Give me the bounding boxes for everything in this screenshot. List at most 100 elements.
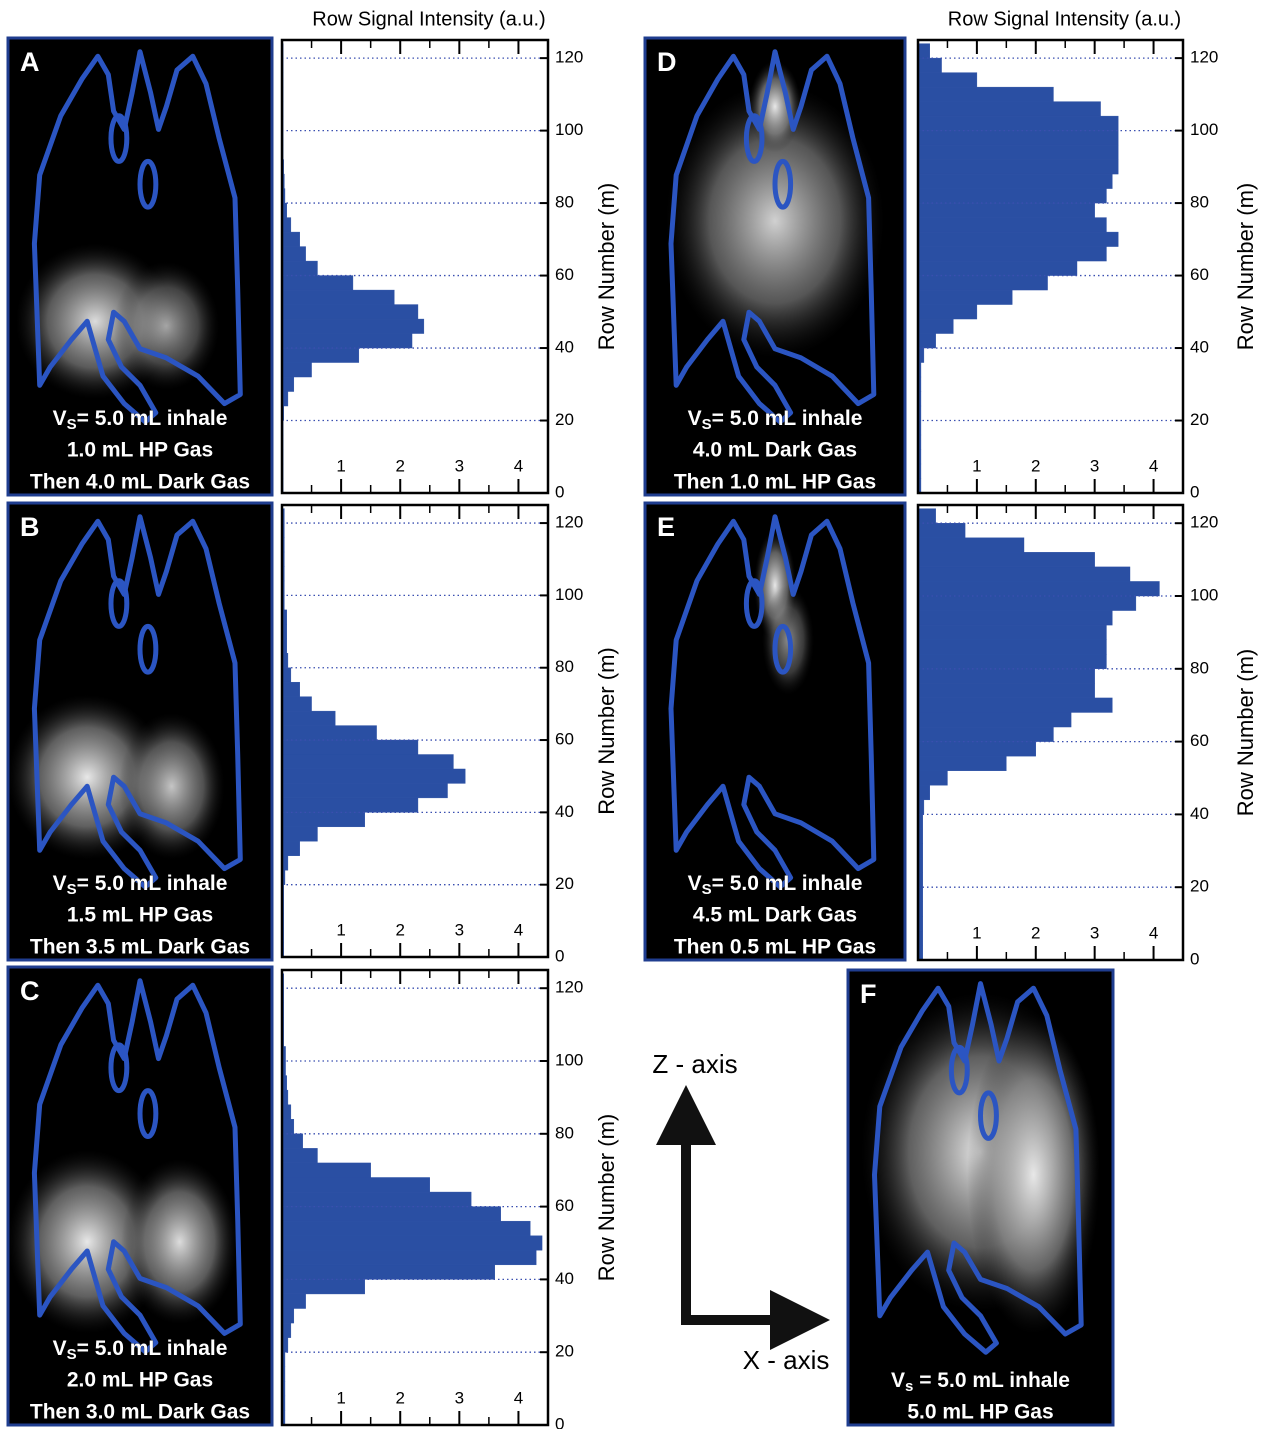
bar — [917, 523, 966, 538]
bar — [281, 217, 292, 233]
bar — [917, 188, 1107, 204]
bar — [917, 712, 1072, 728]
plot-frame — [280, 38, 550, 495]
profile-chart: 0 20 40 60 80 100 120 1 2 3 4 Row Number (m) — [280, 503, 619, 965]
bar — [917, 726, 1054, 742]
caption-line: Then 1.0 mL HP Gas — [674, 471, 876, 494]
y-tick-label: 100 — [1190, 120, 1218, 139]
y-tick-label: 100 — [1190, 585, 1218, 604]
y-tick-label: 40 — [1190, 804, 1209, 823]
caption-line: 1.5 mL HP Gas — [67, 904, 213, 927]
bar — [917, 246, 1107, 262]
bar — [917, 697, 1113, 713]
y-tick-label: 100 — [555, 120, 583, 139]
airway-outline — [948, 1044, 970, 1096]
signal-glow — [121, 1159, 238, 1325]
x-tick-label: 1 — [972, 456, 981, 475]
y-tick-label: 0 — [555, 1414, 564, 1429]
y-tick-label: 60 — [1190, 265, 1209, 284]
bar — [281, 1104, 292, 1120]
bar — [281, 1220, 531, 1236]
caption-line: VS= 5.0 mL inhale — [53, 407, 228, 433]
airway-outline — [978, 1090, 999, 1141]
plot-area — [282, 40, 548, 493]
y-tick-label: 60 — [555, 265, 574, 284]
caption-sub: S — [67, 1346, 77, 1363]
caption-line: Then 4.0 mL Dark Gas — [30, 471, 250, 494]
bar — [917, 566, 1131, 582]
caption-v: V — [891, 1369, 905, 1392]
y-tick-label: 80 — [555, 657, 574, 676]
airway-outline — [137, 1088, 159, 1139]
bar — [281, 275, 354, 291]
x-tick-label: 1 — [336, 920, 345, 939]
caption-line: 4.5 mL Dark Gas — [693, 904, 857, 927]
x-tick-label: 4 — [1149, 923, 1158, 942]
bar — [281, 797, 419, 813]
bar — [917, 289, 1013, 305]
bar — [917, 770, 948, 786]
y-tick-label: 60 — [555, 1196, 574, 1215]
y-tick-label: 40 — [555, 338, 574, 357]
bar — [917, 581, 1160, 597]
plot-frame — [280, 503, 550, 959]
bar — [281, 362, 312, 378]
bar — [917, 785, 930, 801]
profile-chart: 0 20 40 60 80 100 120 1 2 3 4 Row Number (m) — [280, 968, 619, 1429]
x-tick-label: 1 — [336, 1388, 345, 1407]
bar — [917, 275, 1048, 291]
bar — [281, 696, 312, 712]
y-tick-label: 20 — [555, 874, 574, 893]
airway-outline — [743, 113, 765, 164]
caption-rest: = 5.0 mL inhale — [77, 1337, 228, 1360]
lung-outline — [668, 514, 877, 890]
signal-glow — [8, 1150, 167, 1334]
bar — [281, 725, 377, 741]
y-tick-label: 80 — [1190, 193, 1209, 212]
bar — [281, 739, 419, 755]
bar — [917, 639, 1107, 655]
caption-line: VS= 5.0 mL inhale — [688, 407, 863, 433]
bar — [281, 826, 318, 842]
profile-chart: 0 20 40 60 80 100 120 1 2 3 4 Row Signal Intensity … — [280, 8, 619, 501]
y-tick-label: 0 — [555, 946, 564, 965]
x-tick-label: 4 — [514, 456, 523, 475]
bar — [917, 668, 1095, 684]
y-tick-label: 60 — [1190, 731, 1209, 750]
caption-sub: S — [702, 881, 712, 898]
x-tick-label: 1 — [336, 456, 345, 475]
chart-title: Row Signal Intensity (a.u.) — [312, 8, 545, 30]
bar — [917, 683, 1095, 699]
caption-rest: = 5.0 mL inhale — [77, 407, 228, 430]
caption-line: VS= 5.0 mL inhale — [53, 872, 228, 898]
y-tick-label: 100 — [555, 585, 583, 604]
bar — [281, 376, 295, 392]
panel-letter: E — [657, 512, 675, 542]
bar — [281, 1264, 496, 1280]
caption-rest: = 5.0 mL inhale — [712, 407, 863, 430]
bar — [281, 1177, 430, 1193]
x-tick-label: 1 — [972, 923, 981, 942]
bar — [917, 741, 1036, 757]
caption-line: Then 3.5 mL Dark Gas — [30, 936, 250, 959]
caption-line: Vs = 5.0 mL inhale — [891, 1369, 1070, 1395]
bar — [917, 333, 936, 349]
bar — [917, 654, 1107, 669]
plot-frame — [280, 968, 550, 1427]
lung-outline — [872, 981, 1084, 1355]
bar — [281, 841, 300, 856]
y-tick-label: 40 — [1190, 338, 1209, 357]
caption-line: 2.0 mL HP Gas — [67, 1369, 213, 1392]
bar — [917, 217, 1107, 233]
plot-frame — [916, 38, 1185, 495]
bar — [281, 1308, 295, 1324]
bar — [917, 755, 1007, 771]
x-tick-label: 3 — [1090, 456, 1099, 475]
caption-v: V — [688, 872, 702, 895]
y-tick-label: 20 — [1190, 877, 1209, 896]
signal-glow — [118, 713, 225, 860]
lung-image: C VS= 5.0 mL inhale 2.0 mL HP Gas Then 3.0 … — [6, 965, 274, 1427]
bar — [917, 202, 1095, 218]
bar — [917, 130, 1119, 146]
bar — [917, 624, 1107, 640]
